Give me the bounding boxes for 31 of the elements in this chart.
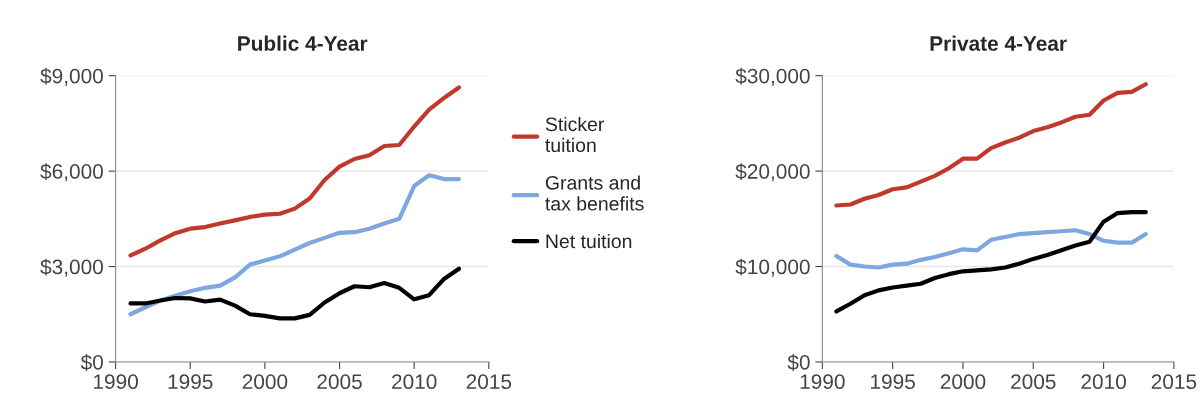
x-tick-label: 2005 (317, 374, 362, 390)
y-tick-label: $0 (787, 354, 810, 371)
line-series (128, 173, 462, 317)
line-series (834, 228, 1148, 270)
x-tick-label: 2015 (466, 374, 512, 390)
y-tick-label: $0 (80, 354, 103, 371)
legend-label: Sticker tuition (545, 116, 604, 153)
x-tick-label: 2010 (1081, 374, 1126, 390)
chart-title: Private 4-Year (930, 35, 1067, 51)
x-tick-label: 1990 (800, 374, 845, 390)
x-tick-label: 2005 (1011, 374, 1056, 390)
y-tick-label: $9,000 (40, 67, 103, 86)
y-tick-label: $20,000 (735, 163, 810, 182)
line-series (834, 210, 1148, 314)
legend-label: Grants and tax benefits (545, 175, 644, 211)
line-series (128, 85, 462, 258)
y-tick-label: $3,000 (40, 258, 103, 277)
x-tick-label: 2000 (940, 374, 986, 390)
x-tick-label: 2015 (1151, 374, 1197, 390)
x-tick-label: 1995 (168, 374, 213, 390)
line-series (834, 82, 1148, 208)
x-tick-label: 1990 (94, 374, 138, 390)
y-tick-label: $10,000 (735, 258, 810, 277)
x-tick-label: 2010 (392, 374, 437, 390)
y-tick-label: $6,000 (40, 163, 103, 182)
x-tick-label: 1995 (871, 374, 915, 390)
line-series (128, 266, 462, 321)
y-tick-label: $30,000 (735, 67, 810, 86)
legend-label: Net tuition (546, 233, 632, 249)
x-tick-label: 2000 (242, 374, 288, 390)
chart-title: Public 4-Year (238, 35, 368, 51)
